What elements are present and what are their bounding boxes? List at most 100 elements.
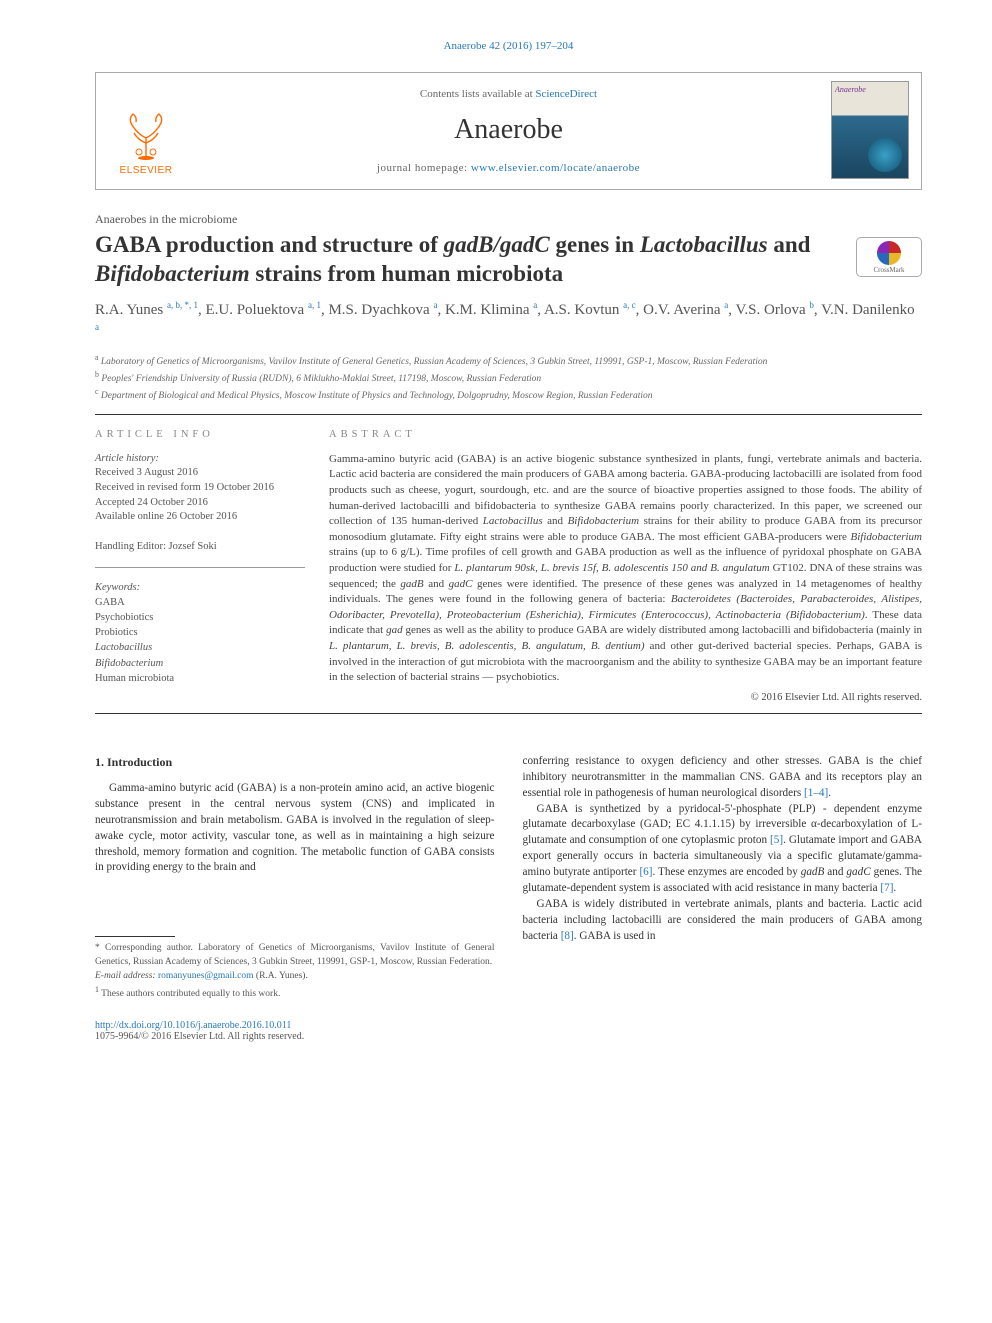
- title-genus-1: Lactobacillus: [640, 232, 768, 257]
- p2-gadC: gadC: [846, 866, 870, 878]
- ref-7[interactable]: [7]: [880, 882, 893, 894]
- title-part-3: strains from human microbiota: [250, 261, 564, 286]
- sciencedirect-link[interactable]: ScienceDirect: [535, 88, 597, 100]
- article-title: GABA production and structure of gadB/ga…: [95, 231, 922, 289]
- author-2: , E.U. Poluektova: [198, 302, 308, 318]
- abs-bifido: Bifidobacterium: [568, 515, 640, 527]
- abs-gad: gad: [386, 624, 403, 636]
- ref-8[interactable]: [8]: [561, 930, 574, 942]
- abs-strains: L. plantarum 90sk, L. brevis 15f, B. ado…: [454, 562, 769, 574]
- affiliations: a Laboratory of Genetics of Microorganis…: [95, 352, 922, 404]
- p3b: . GABA is used in: [574, 930, 656, 942]
- p2d: . These enzymes are encoded by: [653, 866, 801, 878]
- affiliation-a-text: Laboratory of Genetics of Microorganisms…: [101, 357, 767, 367]
- author-2-aff[interactable]: a, 1: [308, 300, 321, 310]
- received-date: Received 3 August 2016: [95, 466, 305, 481]
- elsevier-logo[interactable]: ELSEVIER: [106, 86, 186, 176]
- homepage-link[interactable]: www.elsevier.com/locate/anaerobe: [471, 162, 640, 174]
- equal-contribution: 1 These authors contributed equally to t…: [95, 984, 495, 1001]
- abstract-column: abstract Gamma-amino butyric acid (GABA)…: [329, 429, 922, 703]
- ref-1-4[interactable]: [1–4]: [804, 787, 828, 799]
- abstract-copyright: © 2016 Elsevier Ltd. All rights reserved…: [329, 692, 922, 703]
- keywords: Keywords: GABA Psychobiotics Probiotics …: [95, 580, 305, 687]
- abs-gadB: gadB: [400, 578, 423, 590]
- keyword-1: GABA: [95, 595, 305, 610]
- journal-center: Contents lists available at ScienceDirec…: [186, 88, 831, 174]
- affiliation-a: a Laboratory of Genetics of Microorganis…: [95, 352, 922, 369]
- title-genus-2: Bifidobacterium: [95, 261, 250, 286]
- title-gene: gadB/gadC: [444, 232, 550, 257]
- journal-cover[interactable]: Anaerobe: [831, 81, 911, 181]
- p1a: Gamma-amino butyric acid (GABA) is a non…: [95, 782, 495, 874]
- handling-editor: Handling Editor: Jozsef Soki: [95, 540, 305, 555]
- doi-link[interactable]: http://dx.doi.org/10.1016/j.anaerobe.201…: [95, 1020, 291, 1031]
- article-section-tag: Anaerobes in the microbiome: [95, 212, 922, 227]
- crossmark-icon: [877, 241, 901, 265]
- author-6: , O.V. Averina: [636, 302, 725, 318]
- footnote-separator: [95, 936, 175, 937]
- author-8-aff[interactable]: a: [95, 322, 99, 332]
- abs-gadC: gadC: [449, 578, 473, 590]
- author-1-aff[interactable]: a, b, *, 1: [167, 300, 198, 310]
- intro-para-1b: conferring resistance to oxygen deficien…: [523, 754, 923, 802]
- cover-image: Anaerobe: [831, 81, 909, 179]
- email-suffix: (R.A. Yunes).: [254, 971, 308, 981]
- cover-graphic: [868, 138, 902, 172]
- author-5-aff[interactable]: a, c: [623, 300, 636, 310]
- p2a: GABA is synthetized by a pyridocal-5'-ph…: [523, 803, 923, 831]
- title-part-1: GABA production and structure of: [95, 232, 444, 257]
- affiliation-c: c Department of Biological and Medical P…: [95, 386, 922, 403]
- author-7: , V.S. Orlova: [728, 302, 809, 318]
- abs-t5b: and: [424, 578, 449, 590]
- divider-top: [95, 414, 922, 415]
- keyword-2: Psychobiotics: [95, 610, 305, 625]
- ref-6[interactable]: [6]: [639, 866, 652, 878]
- p1b-end: .: [828, 787, 831, 799]
- footnotes: * Corresponding author. Laboratory of Ge…: [95, 942, 495, 1001]
- history-label: Article history:: [95, 452, 305, 467]
- intro-para-1: Gamma-amino butyric acid (GABA) is a non…: [95, 781, 495, 876]
- intro-para-2: GABA is synthetized by a pyridocal-5'-ph…: [523, 802, 923, 897]
- journal-name: Anaerobe: [186, 114, 831, 146]
- abs-lacto: Lactobacillus: [483, 515, 543, 527]
- header-citation: Anaerobe 42 (2016) 197–204: [95, 40, 922, 52]
- journal-homepage: journal homepage: www.elsevier.com/locat…: [186, 162, 831, 174]
- keywords-label: Keywords:: [95, 580, 305, 595]
- p2g: .: [893, 882, 896, 894]
- email-link[interactable]: romanyunes@gmail.com: [158, 971, 254, 981]
- online-date: Available online 26 October 2016: [95, 510, 305, 525]
- p2e: and: [824, 866, 846, 878]
- article-info-column: article info Article history: Received 3…: [95, 429, 305, 703]
- contents-available-text: Contents lists available at: [420, 88, 535, 100]
- keyword-6: Human microbiota: [95, 671, 305, 686]
- p2-gadB: gadB: [801, 866, 825, 878]
- author-4: , K.M. Klimina: [437, 302, 533, 318]
- doi-block: http://dx.doi.org/10.1016/j.anaerobe.201…: [95, 1020, 922, 1042]
- journal-header-box: ELSEVIER Contents lists available at Sci…: [95, 72, 922, 190]
- info-abstract-row: article info Article history: Received 3…: [95, 429, 922, 703]
- keyword-4: Lactobacillus: [95, 640, 305, 655]
- author-1: R.A. Yunes: [95, 302, 167, 318]
- article-history: Article history: Received 3 August 2016 …: [95, 452, 305, 568]
- intro-para-3: GABA is widely distributed in vertebrate…: [523, 897, 923, 945]
- crossmark-label: CrossMark: [873, 266, 904, 274]
- elsevier-label: ELSEVIER: [120, 165, 173, 176]
- abstract-heading: abstract: [329, 429, 922, 440]
- abs-species: L. plantarum, L. brevis, B. adolescentis…: [329, 640, 645, 652]
- corresponding-author: * Corresponding author. Laboratory of Ge…: [95, 942, 495, 969]
- affiliation-c-text: Department of Biological and Medical Phy…: [101, 391, 653, 401]
- divider-bottom: [95, 713, 922, 714]
- homepage-label: journal homepage:: [377, 162, 471, 174]
- abstract-text: Gamma-amino butyric acid (GABA) is an ac…: [329, 452, 922, 686]
- article-body: 1. Introduction Gamma-amino butyric acid…: [95, 754, 922, 1002]
- ref-5[interactable]: [5]: [770, 834, 783, 846]
- author-3: , M.S. Dyachkova: [321, 302, 434, 318]
- citation-link[interactable]: Anaerobe 42 (2016) 197–204: [444, 40, 574, 52]
- crossmark-badge[interactable]: CrossMark: [856, 237, 922, 277]
- heading-introduction: 1. Introduction: [95, 754, 495, 771]
- affiliation-b-text: Peoples' Friendship University of Russia…: [101, 374, 541, 384]
- cover-title: Anaerobe: [835, 85, 866, 94]
- equal-text: These authors contributed equally to thi…: [101, 989, 280, 999]
- accepted-date: Accepted 24 October 2016: [95, 496, 305, 511]
- affiliation-b: b Peoples' Friendship University of Russ…: [95, 369, 922, 386]
